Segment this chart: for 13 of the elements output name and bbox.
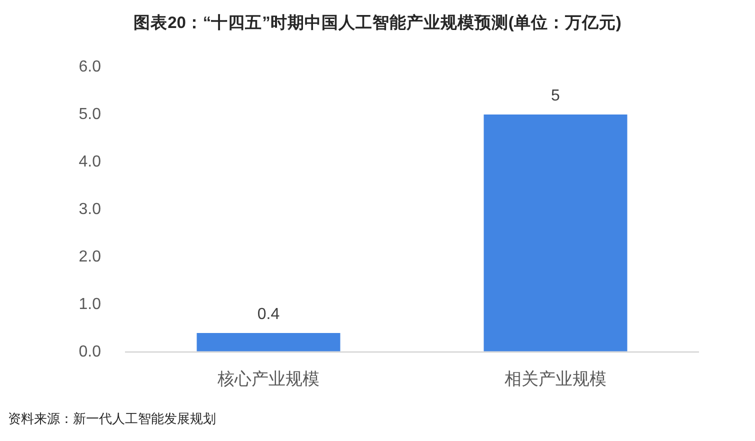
y-tick: 3.0: [78, 201, 101, 218]
data-label: 5: [551, 88, 560, 104]
title: 图表20：“十四五”时期中国人工智能产业规模预测(单位：万亿元): [134, 14, 622, 32]
y-tick: 6.0: [78, 58, 101, 76]
y-tick: 2.0: [78, 248, 101, 266]
y-tick: 4.0: [78, 154, 101, 170]
y-tick: 5.0: [78, 106, 101, 123]
annotation: 资料来源：新一代人工智能发展规划: [8, 411, 216, 426]
x-tick: 核心产业规模: [218, 370, 320, 388]
y-tick: 0.0: [78, 344, 101, 360]
data-label: 0.4: [257, 306, 280, 323]
y-tick: 1.0: [78, 296, 101, 313]
x-tick: 相关产业规模: [504, 370, 606, 388]
